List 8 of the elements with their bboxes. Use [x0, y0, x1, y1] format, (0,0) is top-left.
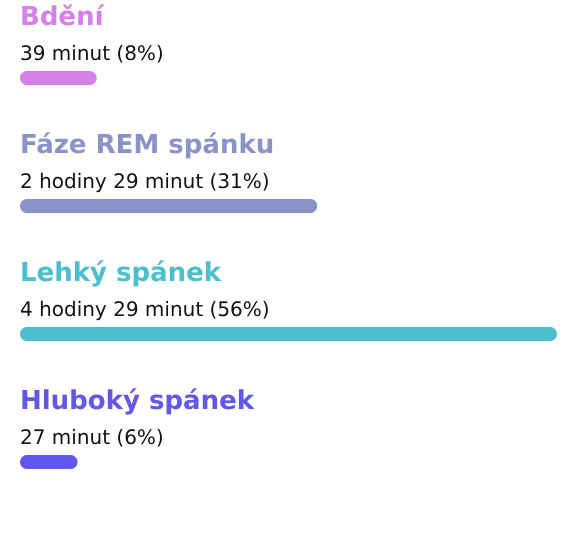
data-label: 2 hodiny 29 minut (31%) [20, 169, 270, 193]
data-label: 27 minut (6%) [20, 425, 164, 449]
y-tick-label: Hluboký spánek [20, 386, 255, 416]
y-tick-label: Lehký spánek [20, 258, 222, 288]
y-tick-label: Bdění [20, 2, 106, 32]
data-label: 39 minut (8%) [20, 41, 164, 65]
y-tick-label: Fáze REM spánku [20, 130, 274, 160]
data-label: 4 hodiny 29 minut (56%) [20, 297, 270, 321]
